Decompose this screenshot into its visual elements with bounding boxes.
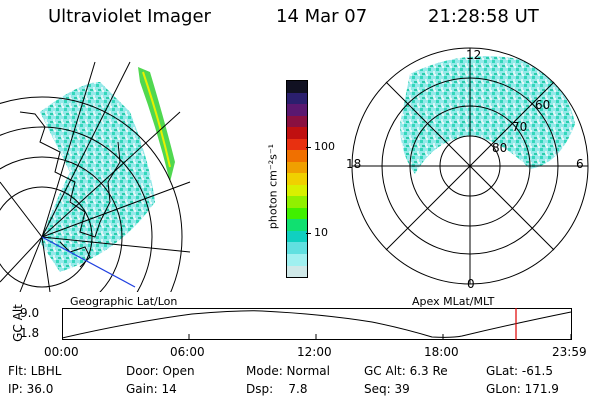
colorbar bbox=[286, 80, 308, 278]
auroral-oval bbox=[400, 56, 575, 174]
time-label: 21:28:58 UT bbox=[428, 6, 539, 27]
lat-label-80: 80 bbox=[492, 141, 508, 155]
timeline-left-title: Geographic Lat/Lon bbox=[70, 295, 178, 308]
mlt-label-18: 18 bbox=[346, 157, 362, 171]
altitude-curve bbox=[62, 310, 572, 339]
status-mode: Mode: Normal bbox=[246, 364, 330, 378]
timeline-xtick-3: 18:00 bbox=[424, 345, 459, 359]
colorbar-tick-100 bbox=[306, 147, 311, 148]
mlt-label-12: 12 bbox=[466, 48, 482, 62]
timeline-xtick-0: 00:00 bbox=[44, 345, 79, 359]
lat-lon-grid bbox=[0, 61, 191, 292]
date-label: 14 Mar 07 bbox=[276, 6, 368, 27]
timeline-right-title: Apex MLat/MLT bbox=[412, 295, 495, 308]
status-dsp: Dsp: 7.8 bbox=[246, 382, 308, 396]
status-filter: Flt: LBHL bbox=[8, 364, 62, 378]
colorbar-tick-label-100: 100 bbox=[314, 140, 335, 153]
timeline-xtick-1: 06:00 bbox=[170, 345, 205, 359]
status-gain: Gain: 14 bbox=[126, 382, 177, 396]
status-glat: GLat: -61.5 bbox=[486, 364, 553, 378]
colorbar-tick-label-10: 10 bbox=[314, 226, 328, 239]
colorbar-tick-10 bbox=[306, 233, 311, 234]
altitude-timeline bbox=[62, 308, 572, 340]
lat-label-60: 60 bbox=[535, 98, 551, 112]
aurora-emission-region bbox=[40, 82, 155, 272]
aurora-edge-band bbox=[138, 67, 175, 182]
polar-plot bbox=[351, 47, 589, 285]
timeline-ytick-low: 1.8 bbox=[20, 326, 40, 340]
status-glon: GLon: 171.9 bbox=[486, 382, 559, 396]
lat-label-70: 70 bbox=[512, 120, 528, 134]
status-gc-alt: GC Alt: 6.3 Re bbox=[364, 364, 448, 378]
mlt-label-6: 6 bbox=[576, 157, 584, 171]
status-door: Door: Open bbox=[126, 364, 195, 378]
colorbar-unit-label: photon cm⁻²s⁻¹ bbox=[266, 143, 280, 230]
status-seq: Seq: 39 bbox=[364, 382, 410, 396]
timeline-xtick-4: 23:59 bbox=[552, 345, 587, 359]
mlt-label-0: 0 bbox=[467, 277, 475, 291]
timeline-xtick-2: 12:00 bbox=[297, 345, 332, 359]
timeline-ytick-high: 9.0 bbox=[20, 306, 40, 320]
status-ip: IP: 36.0 bbox=[8, 382, 54, 396]
coastline bbox=[19, 111, 121, 238]
instrument-title: Ultraviolet Imager bbox=[48, 6, 211, 27]
geographic-map bbox=[0, 61, 191, 292]
